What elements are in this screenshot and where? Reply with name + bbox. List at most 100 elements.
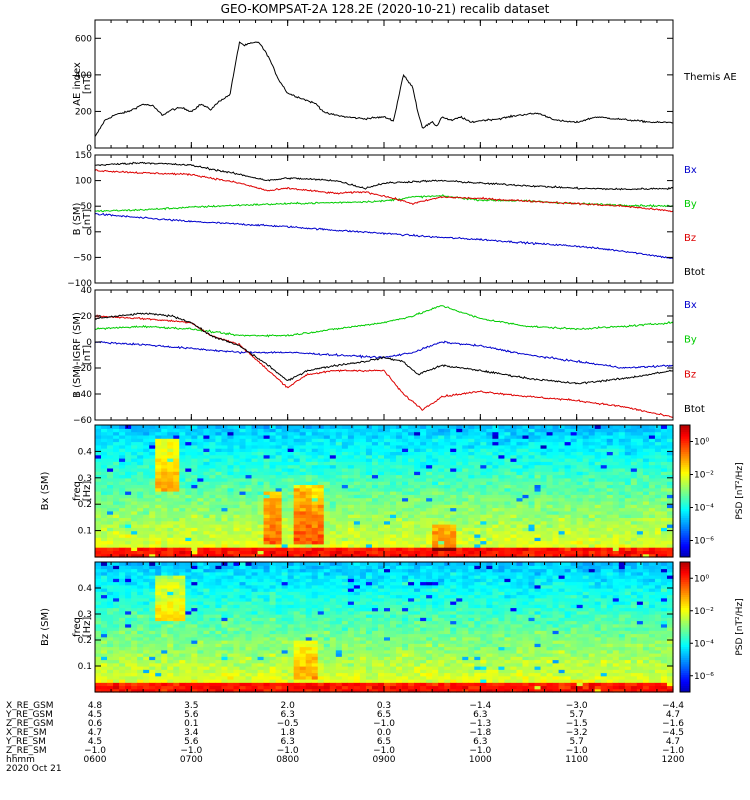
spectrogram-cell <box>107 540 114 545</box>
spectrogram-cell <box>636 540 644 545</box>
spectrogram-cell <box>119 487 126 492</box>
spectrogram-cell <box>329 553 337 558</box>
spectrogram-cell <box>666 514 674 518</box>
spectrogram-cell <box>107 507 114 512</box>
spectrogram-cell <box>612 471 620 476</box>
spectrogram-cell <box>612 444 620 449</box>
spectrogram-cell <box>149 425 156 429</box>
spectrogram-cell <box>359 491 367 495</box>
spectrogram-cell <box>131 662 138 667</box>
spectrogram-cell <box>510 471 518 476</box>
spectrogram-cell <box>468 444 475 449</box>
spectrogram-cell <box>414 477 421 482</box>
spectrogram-cell <box>95 620 102 625</box>
spectrogram-cell <box>269 448 277 452</box>
spectrogram-cell <box>384 507 391 512</box>
spectrogram-cell <box>215 477 223 482</box>
spectrogram-cell <box>149 520 156 525</box>
spectrogram-cell <box>167 659 174 664</box>
spectrogram-cell <box>486 474 493 479</box>
spectrogram-cell <box>456 444 463 449</box>
spectrogram-cell <box>618 481 626 485</box>
spectrogram-cell <box>558 474 566 479</box>
spectrogram-cell <box>396 467 403 472</box>
spectrogram-cell <box>275 497 283 502</box>
spectrogram-cell <box>311 527 319 532</box>
spectrogram-cell <box>107 659 114 664</box>
spectrogram-cell <box>612 547 620 551</box>
colorbar-step <box>680 473 690 477</box>
spectrogram-cell <box>125 594 132 599</box>
spectrogram-cell <box>408 527 415 532</box>
spectrogram-cell <box>149 636 156 641</box>
spectrogram-cell <box>660 537 668 542</box>
colorbar-step <box>680 546 690 549</box>
spectrogram-cell <box>420 527 427 532</box>
spectrogram-cell <box>323 458 331 462</box>
spectrogram-cell <box>185 685 192 690</box>
spectrogram-cell <box>462 543 469 548</box>
spectrogram-cell <box>185 594 192 599</box>
spectrogram-cell <box>245 464 253 469</box>
spectrogram-cell <box>594 484 602 489</box>
spectrogram-cell <box>131 610 138 615</box>
spectrogram-cell <box>209 454 217 459</box>
spectrogram-cell <box>480 520 487 525</box>
spectrogram-cell <box>281 530 289 535</box>
spectrogram-cell <box>323 428 331 433</box>
spectrogram-cell <box>245 524 253 528</box>
spectrogram-cell <box>209 533 217 538</box>
spectrogram-cell <box>654 461 662 466</box>
spectrogram-cell <box>149 524 156 528</box>
spectrogram-cell <box>95 434 102 439</box>
spectrogram-cell <box>125 643 132 648</box>
spectrogram-cell <box>365 441 373 446</box>
spectrogram-cell <box>149 517 156 522</box>
spectrogram-cell <box>371 520 379 525</box>
spectrogram-cell <box>594 517 602 522</box>
spectrogram-cell <box>95 571 102 576</box>
spectrogram-cell <box>209 451 217 456</box>
spectrogram-cell <box>329 510 337 515</box>
spectrogram-cell <box>335 527 343 532</box>
spectrogram-cell <box>95 682 102 687</box>
spectrogram-cell <box>498 481 506 485</box>
spectrogram-cell <box>191 474 198 479</box>
spectrogram-cell <box>335 458 343 462</box>
spectrogram-cell <box>630 438 638 443</box>
spectrogram-cell <box>179 448 186 452</box>
spectrogram-cell <box>642 487 650 492</box>
spectrogram-cell <box>402 467 409 472</box>
spectrogram-cell <box>323 500 331 505</box>
spectrogram-cell <box>305 448 313 452</box>
spectrogram-cell <box>438 467 445 472</box>
spectrogram-cell <box>143 588 150 592</box>
spectrogram-cell <box>558 507 566 512</box>
spectrogram-cell <box>215 454 223 459</box>
spectrogram-cell <box>414 510 421 515</box>
spectrogram-cell <box>642 434 650 439</box>
spectrogram-cell <box>143 614 150 618</box>
spectrogram-cell <box>444 514 451 518</box>
spectrogram-cell <box>125 524 132 528</box>
spectrogram-cell <box>408 494 415 499</box>
spectrogram-cell <box>462 464 469 469</box>
spectrogram-cell <box>305 458 313 462</box>
legend-entry: Themis AE <box>683 72 737 83</box>
spectrogram-cell <box>227 540 235 545</box>
spectrogram-cell <box>347 517 355 522</box>
spectrogram-cell <box>143 562 150 566</box>
spectrogram-cell <box>558 494 566 499</box>
spectrogram-cell <box>408 507 415 512</box>
spectrogram-cell <box>107 517 114 522</box>
spectrogram-cell <box>528 550 536 555</box>
spectrogram-cell <box>185 428 192 433</box>
spectrogram-cell <box>197 428 204 433</box>
spectrogram-cell <box>149 610 156 615</box>
spectrogram-cell <box>576 425 584 429</box>
spectrogram-cell <box>203 504 210 509</box>
spectrogram-cell <box>101 434 108 439</box>
spectrogram-cell <box>498 514 506 518</box>
spectrogram-cell <box>618 500 626 505</box>
